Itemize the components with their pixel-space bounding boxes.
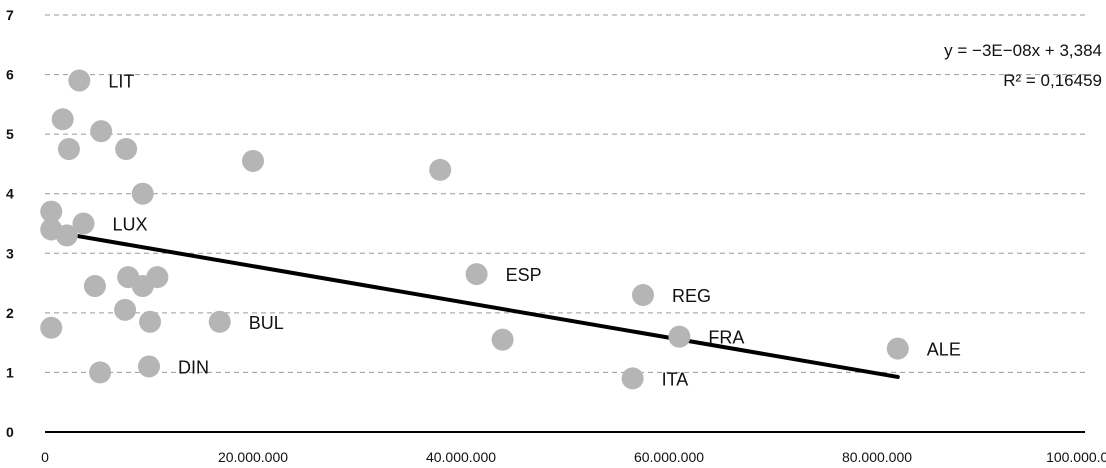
point-label-bul: BUL — [249, 313, 284, 333]
r-squared-text: R² = 0,16459 — [1003, 71, 1102, 90]
y-tick-label: 3 — [6, 245, 14, 261]
x-tick-label: 60.000.000 — [634, 449, 704, 465]
data-points — [40, 69, 909, 390]
data-point — [139, 310, 162, 333]
x-tick-label: 0 — [41, 449, 49, 465]
data-point — [55, 224, 78, 247]
equation-text: y = −3E−08x + 3,384 — [944, 41, 1102, 60]
data-point — [40, 316, 63, 339]
data-point — [57, 138, 80, 161]
data-point — [138, 355, 160, 378]
data-point — [115, 138, 138, 161]
data-point — [491, 328, 514, 351]
x-tick-label: 80.000.000 — [842, 449, 912, 465]
x-tick-label: 40.000.000 — [426, 449, 496, 465]
data-point — [72, 212, 95, 235]
data-point — [242, 149, 264, 172]
data-point — [429, 158, 452, 181]
data-point — [668, 325, 691, 348]
trendline — [43, 228, 900, 379]
data-point — [465, 263, 488, 286]
data-point — [83, 275, 106, 298]
data-point — [40, 200, 63, 223]
data-point — [131, 182, 154, 205]
data-point — [621, 367, 644, 390]
point-label-lux: LUX — [112, 215, 147, 235]
point-label-reg: REG — [672, 286, 711, 306]
data-point — [89, 361, 112, 384]
data-point — [90, 120, 113, 143]
data-point — [68, 69, 91, 92]
data-point — [208, 310, 231, 333]
x-tick-label: 20.000.000 — [218, 449, 288, 465]
point-label-din: DIN — [178, 357, 209, 377]
y-tick-label: 7 — [6, 7, 14, 23]
point-label-esp: ESP — [506, 265, 542, 285]
axes: 0 1 2 3 4 5 6 7 0 20.000.000 40.000.000 60.000.000 8… — [6, 7, 1106, 465]
data-point — [51, 108, 74, 131]
y-tick-label: 5 — [6, 126, 14, 142]
point-label-lit: LIT — [108, 72, 134, 92]
y-tick-label: 4 — [6, 186, 14, 202]
point-label-ita: ITA — [662, 369, 689, 389]
y-tick-label: 0 — [6, 424, 14, 440]
x-tick-label: 100.000.000 — [1046, 449, 1106, 465]
data-point — [114, 298, 137, 321]
y-tick-label: 1 — [6, 364, 14, 380]
point-label-fra: FRA — [708, 328, 744, 348]
point-label-ale: ALE — [927, 340, 961, 360]
data-point — [632, 283, 654, 306]
y-tick-label: 6 — [6, 67, 14, 83]
data-point — [886, 337, 909, 360]
trendline-layer — [43, 228, 900, 379]
y-tick-label: 2 — [6, 305, 14, 321]
point-labels: LIT LUX ESP REG BUL FRA ALE DIN ITA — [108, 72, 961, 390]
data-point — [131, 275, 154, 298]
trendline-equation: y = −3E−08x + 3,384 R² = 0,16459 — [944, 41, 1102, 90]
